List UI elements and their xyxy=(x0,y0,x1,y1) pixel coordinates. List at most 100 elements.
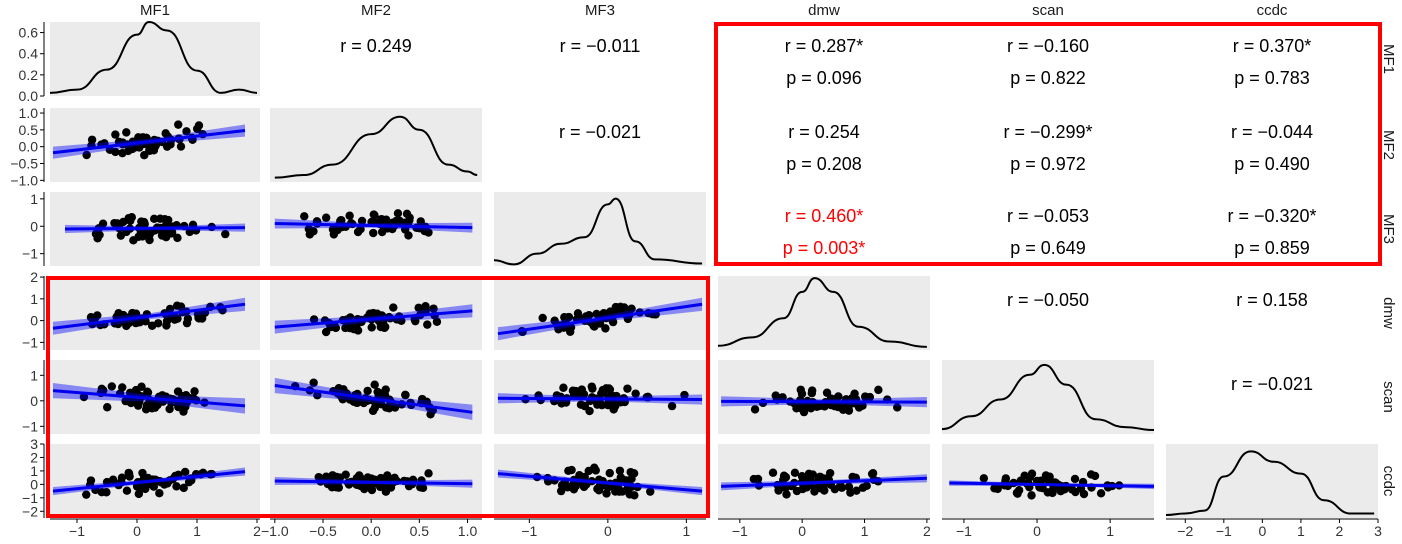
bottom-tick-label-MF2: −0.5 xyxy=(309,523,337,539)
scatter-point xyxy=(380,323,389,333)
scatter-point xyxy=(858,483,868,492)
scatter-point xyxy=(117,473,127,482)
scatter-point xyxy=(161,129,170,138)
scatter-point xyxy=(557,399,566,408)
density-curve-MF1 xyxy=(49,20,258,94)
scatter-point xyxy=(603,399,613,408)
left-tick-label-MF3: 1 xyxy=(30,191,38,207)
scatter-point xyxy=(616,473,626,482)
left-tick-label-ccdc: 2 xyxy=(30,449,38,465)
scatter-point xyxy=(538,313,547,323)
scatter-point xyxy=(808,470,818,479)
scatter-point xyxy=(174,120,183,129)
scatter-point xyxy=(393,209,403,218)
scatter-point xyxy=(149,214,159,224)
fit-line-ccdc-vs-MF3 xyxy=(497,472,703,493)
corr-r-label: r = 0.370* xyxy=(1233,36,1312,56)
corr-p-label: p = 0.859 xyxy=(1234,238,1310,258)
scatter-point xyxy=(82,150,91,160)
scatter-point xyxy=(79,392,89,402)
panel-bg-MF1-MF1 xyxy=(50,22,260,96)
scatter-point xyxy=(854,403,864,412)
scatter-point xyxy=(416,217,425,226)
scatter-point xyxy=(414,303,423,312)
col-strip-label-ccdc: ccdc xyxy=(1257,2,1288,19)
scatter-point xyxy=(1043,475,1053,485)
scatter-point xyxy=(848,472,857,482)
scatter-point xyxy=(170,315,179,324)
row-strip-label-MF1: MF1 xyxy=(1380,44,1397,74)
corr-p-label: p = 0.208 xyxy=(786,154,862,174)
left-tick-label-MF2: −0.5 xyxy=(10,156,38,172)
panel-bg-dmw-dmw xyxy=(718,276,930,350)
bottom-tick-label-MF1: −1 xyxy=(69,523,85,539)
left-tick-label-MF2: −1.0 xyxy=(10,172,38,188)
fit-line-scan-vs-dmw xyxy=(721,399,927,404)
fit-line-MF3-vs-MF2 xyxy=(274,222,473,230)
scatter-point xyxy=(625,490,634,499)
scatter-point xyxy=(424,469,433,478)
corr-p-label: p = 0.649 xyxy=(1010,238,1086,258)
fit-line-ccdc-vs-dmw xyxy=(721,476,927,488)
scatter-point xyxy=(797,472,807,481)
scatter-point xyxy=(87,135,97,144)
fit-line-dmw-vs-MF2 xyxy=(274,309,473,329)
scatter-point xyxy=(423,320,432,329)
scatter-point xyxy=(418,394,427,404)
scatter-point xyxy=(140,219,149,229)
scatter-point xyxy=(335,473,345,482)
row-strip-label-MF3: MF3 xyxy=(1380,214,1397,244)
scatter-points-scan-vs-dmw xyxy=(750,385,902,417)
corr-r-label: r = −0.160 xyxy=(1007,36,1089,56)
scatter-point xyxy=(309,378,318,387)
bottom-tick-label-dmw: −1 xyxy=(732,523,748,539)
scatter-point xyxy=(566,323,576,332)
left-tick-label-dmw: −1 xyxy=(22,334,38,350)
bottom-tick-label-MF3: −1 xyxy=(521,523,537,539)
scatter-point xyxy=(185,227,194,237)
density-curve-MF3 xyxy=(493,197,703,266)
scatter-point xyxy=(680,390,689,400)
scatter-point xyxy=(176,302,186,311)
scatter-point xyxy=(401,390,410,400)
scatter-point xyxy=(367,485,377,495)
scatter-point xyxy=(176,142,186,151)
scatter-point xyxy=(426,410,435,419)
scatter-points-MF3-vs-MF1 xyxy=(91,213,230,245)
scatter-point xyxy=(82,490,91,499)
density-curve-scan xyxy=(941,363,1155,432)
scatter-point xyxy=(421,306,430,316)
bottom-tick-label-MF1: 1 xyxy=(193,523,201,539)
scatter-point xyxy=(844,482,854,491)
scatter-point xyxy=(193,310,203,319)
scatter-point xyxy=(781,483,790,493)
scatter-point xyxy=(837,483,847,492)
bottom-tick-label-MF3: 0 xyxy=(604,523,612,539)
bottom-tick-label-ccdc: −1 xyxy=(1216,523,1232,539)
scatter-point xyxy=(367,323,376,332)
corr-r-label: r = −0.044 xyxy=(1231,122,1313,142)
row-strip-label-MF2: MF2 xyxy=(1380,130,1397,160)
scatter-point xyxy=(121,396,130,406)
scatter-point xyxy=(183,314,193,323)
corr-r-label: r = −0.299* xyxy=(1003,122,1092,142)
left-tick-label-MF1: 0.4 xyxy=(19,46,39,62)
scatter-point xyxy=(86,476,96,485)
scatter-point xyxy=(993,484,1002,494)
scatter-point xyxy=(579,390,589,399)
corr-r-label: r = 0.158 xyxy=(1236,290,1308,310)
row-strip-label-ccdc: ccdc xyxy=(1380,466,1397,497)
scatter-point xyxy=(329,230,339,239)
scatter-point xyxy=(145,146,154,155)
scatter-point xyxy=(113,219,122,228)
bottom-tick-label-ccdc: 0 xyxy=(1258,523,1266,539)
scatter-point xyxy=(97,488,106,497)
scatter-point xyxy=(107,382,117,391)
panel-bg-MF2-MF2 xyxy=(270,108,482,182)
scatter-points-ccdc-vs-scan xyxy=(979,469,1124,500)
bottom-tick-label-dmw: 1 xyxy=(861,523,869,539)
scatter-point xyxy=(557,481,567,490)
scatter-point xyxy=(797,389,807,398)
scatter-point xyxy=(429,304,438,313)
row-strip-label-scan: scan xyxy=(1380,381,1397,413)
